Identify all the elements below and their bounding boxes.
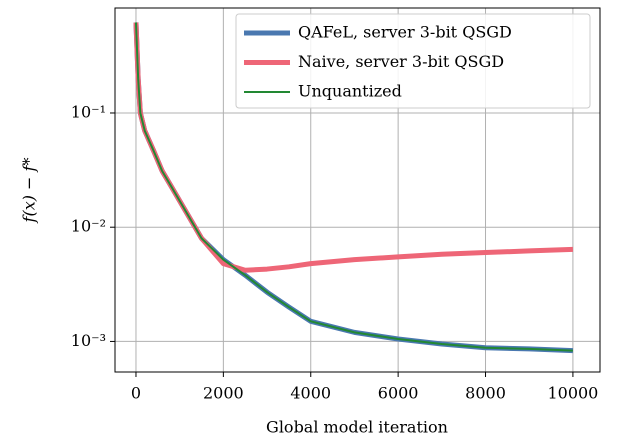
legend-label: Naive, server 3-bit QSGD <box>298 52 504 71</box>
x-tick-label: 4000 <box>290 384 331 403</box>
legend-label: QAFeL, server 3-bit QSGD <box>298 23 512 42</box>
x-tick-label: 8000 <box>465 384 506 403</box>
legend-box <box>235 13 591 109</box>
legend-label: Unquantized <box>298 82 402 101</box>
y-tick-label: 10⁻² <box>71 217 106 236</box>
y-tick-label: 10⁻³ <box>71 331 106 350</box>
x-tick-label: 6000 <box>378 384 419 403</box>
x-tick-label: 2000 <box>203 384 244 403</box>
y-axis-label: f(x) − f* <box>20 158 39 224</box>
y-tick-label: 10⁻¹ <box>71 102 106 121</box>
data-line <box>134 22 573 352</box>
x-tick-label: 10000 <box>547 384 598 403</box>
x-tick-label: 0 <box>131 384 141 403</box>
plot-frame <box>114 7 601 373</box>
x-axis-label: Global model iteration <box>266 418 448 437</box>
